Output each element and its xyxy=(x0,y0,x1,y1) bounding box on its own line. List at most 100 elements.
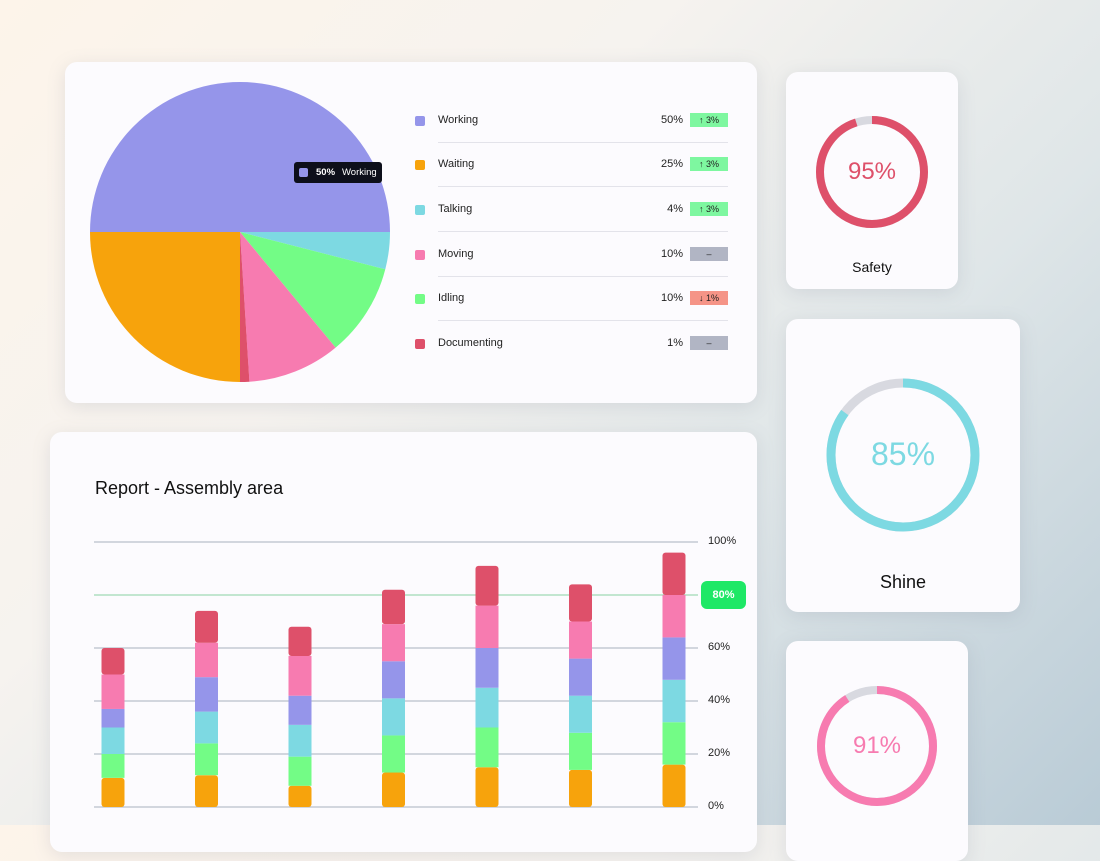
legend-item-working: Working 50% ↑ 3% xyxy=(415,111,728,131)
bar-segment xyxy=(475,767,499,807)
bar-segment xyxy=(569,584,592,622)
ring-progress xyxy=(816,116,928,228)
legend-item-idling: Idling 10% ↓ 1% xyxy=(415,289,728,309)
legend-swatch xyxy=(415,205,425,215)
legend-label: Idling xyxy=(438,292,465,304)
tooltip-label: Working xyxy=(342,167,377,178)
bar-segment xyxy=(475,648,499,688)
bar-segment xyxy=(101,727,125,754)
bar-segment xyxy=(662,722,686,765)
pie-slice-idling[interactable] xyxy=(240,232,386,348)
score-card-shine: 85% Shine xyxy=(786,319,1020,612)
tooltip-swatch xyxy=(299,168,308,177)
bar-segment xyxy=(195,743,218,776)
bar-segment xyxy=(382,661,405,699)
activity-breakdown-card: 50% Working Working 50% ↑ 3% Waiting 25%… xyxy=(65,62,757,403)
legend-label: Documenting xyxy=(438,337,503,349)
bar-segment xyxy=(382,698,405,736)
legend-divider xyxy=(438,231,728,232)
trend-badge: ↑ 3% xyxy=(690,202,728,216)
bar-segment xyxy=(569,732,592,770)
legend-value: 25% xyxy=(660,158,683,170)
bar-segment xyxy=(195,711,218,744)
progress-ring xyxy=(826,378,980,532)
legend-divider xyxy=(438,320,728,321)
bar-segment xyxy=(288,655,312,696)
bar-segment xyxy=(288,626,312,656)
score-card-safety: 95% Safety xyxy=(786,72,958,289)
legend-swatch xyxy=(415,294,425,304)
legend-swatch xyxy=(415,339,425,349)
legend-divider xyxy=(438,276,728,277)
activity-pie-chart xyxy=(90,82,390,382)
bar-segment xyxy=(101,674,125,709)
tooltip-value: 50% xyxy=(316,167,336,178)
bar-segment xyxy=(288,785,312,807)
trend-badge: ↓ 1% xyxy=(690,291,728,305)
bar-segment xyxy=(662,595,686,638)
legend-item-talking: Talking 4% ↑ 3% xyxy=(415,200,728,220)
legend-label: Talking xyxy=(438,203,473,215)
legend-divider xyxy=(438,142,728,143)
legend-swatch xyxy=(415,250,425,260)
bar-segment xyxy=(569,658,592,696)
bar-segment xyxy=(101,648,125,675)
pie-slice-documenting[interactable] xyxy=(240,232,250,382)
legend-label: Waiting xyxy=(438,158,475,170)
stacked-bar-chart xyxy=(94,541,698,808)
pie-tooltip: 50% Working xyxy=(294,162,382,183)
bar-segment xyxy=(195,642,218,678)
pie-slice-moving[interactable] xyxy=(240,232,336,382)
report-title: Report - Assembly area xyxy=(95,478,284,498)
bar-segment xyxy=(101,754,125,778)
legend-item-waiting: Waiting 25% ↑ 3% xyxy=(415,155,728,175)
bar-segment xyxy=(569,621,592,659)
trend-badge: – xyxy=(690,247,728,261)
trend-badge: ↑ 3% xyxy=(690,113,728,127)
y-tick-label: 100% xyxy=(708,535,737,547)
pie-slice-talking[interactable] xyxy=(240,232,390,270)
bar-segment xyxy=(288,756,312,786)
ring-percentage: 91% xyxy=(852,731,902,759)
highlight-tick-badge: 80% xyxy=(701,581,746,609)
bar-segment xyxy=(195,775,218,807)
bar-segment xyxy=(382,772,405,807)
score-card-3: 91% xyxy=(786,641,968,861)
bar-segment xyxy=(662,552,686,595)
bar-segment xyxy=(569,769,592,807)
y-tick-label: 0% xyxy=(708,800,724,812)
y-tick-label: 20% xyxy=(708,747,731,759)
legend-item-documenting: Documenting 1% – xyxy=(415,334,728,354)
progress-ring xyxy=(817,686,937,806)
bar-segment xyxy=(475,605,499,648)
y-tick-label: 40% xyxy=(708,694,731,706)
bar-segment xyxy=(382,735,405,773)
legend-value: 10% xyxy=(660,248,683,260)
legend-swatch xyxy=(415,116,425,126)
ring-label: Shine xyxy=(879,572,927,592)
pie-slice-working[interactable] xyxy=(90,82,390,233)
bar-segment xyxy=(662,679,686,723)
legend-divider xyxy=(438,186,728,187)
legend-item-moving: Moving 10% – xyxy=(415,245,728,265)
legend-label: Working xyxy=(438,114,479,126)
bar-segment xyxy=(475,727,499,768)
bar-segment xyxy=(195,610,218,643)
y-tick-label: 60% xyxy=(708,641,731,653)
trend-badge: – xyxy=(690,336,728,350)
bar-segment xyxy=(382,589,405,625)
ring-percentage: 95% xyxy=(847,157,897,185)
legend-value: 4% xyxy=(667,203,683,215)
pie-slice-waiting[interactable] xyxy=(90,232,240,382)
bar-segment xyxy=(475,565,499,606)
ring-label: Safety xyxy=(852,259,892,275)
progress-ring xyxy=(816,116,928,228)
bar-segment xyxy=(288,695,312,725)
bar-segment xyxy=(101,708,125,728)
bar-segment xyxy=(662,764,686,807)
bar-segment xyxy=(475,687,499,728)
bar-segment xyxy=(195,677,218,712)
bar-segment xyxy=(101,777,125,807)
legend-value: 1% xyxy=(667,337,683,349)
legend-value: 10% xyxy=(660,292,683,304)
